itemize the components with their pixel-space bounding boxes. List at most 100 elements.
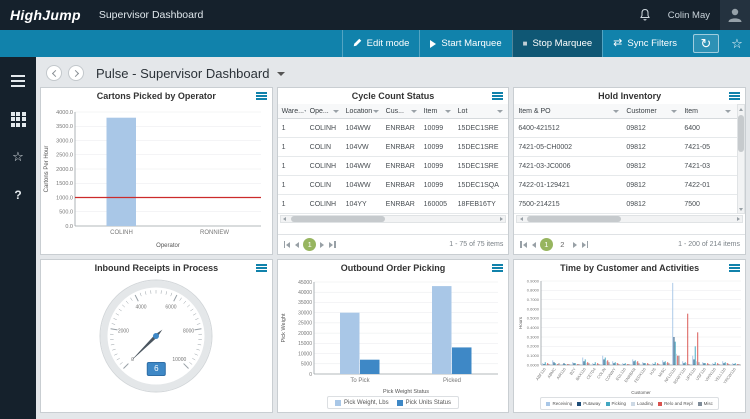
column-menu-icon[interactable] xyxy=(410,109,417,113)
svg-text:2500.0: 2500.0 xyxy=(57,153,74,159)
table-row[interactable]: 1 COLINH 104WW ENRBAR 10099 15DEC1SRE xyxy=(277,119,509,138)
favorite-button[interactable]: ☆ xyxy=(724,30,750,57)
column-menu-icon[interactable] xyxy=(372,109,379,113)
column-header-item-po[interactable]: Item & PO xyxy=(514,108,622,115)
help-button[interactable]: ? xyxy=(8,187,28,203)
table-cell: 6400 xyxy=(684,124,700,132)
back-button[interactable] xyxy=(46,65,62,81)
app-logo[interactable]: HighJump xyxy=(10,7,81,23)
scroll-right-button[interactable] xyxy=(734,215,742,223)
horizontal-scrollbar[interactable] xyxy=(279,215,507,223)
column-header-cus-[interactable]: Cus... xyxy=(382,108,420,115)
stop-marquee-button[interactable]: ■ Stop Marquee xyxy=(511,30,603,57)
table-cell: 10099 xyxy=(423,143,444,151)
panel-header: Outbound Order Picking xyxy=(278,260,509,276)
column-header-location[interactable]: Location xyxy=(342,108,382,115)
column-header-customer[interactable]: Customer xyxy=(622,108,680,115)
panel-menu-icon[interactable] xyxy=(729,264,740,272)
forward-button[interactable] xyxy=(68,65,84,81)
column-menu-icon[interactable] xyxy=(332,109,339,113)
title-dropdown-icon[interactable] xyxy=(277,72,286,76)
edit-mode-button[interactable]: Edit mode xyxy=(341,30,420,57)
user-name[interactable]: Colin May xyxy=(667,9,710,21)
scroll-down-button[interactable] xyxy=(737,205,745,213)
first-page-button[interactable] xyxy=(283,240,292,249)
menu-button[interactable] xyxy=(8,73,28,89)
column-menu-icon[interactable] xyxy=(303,109,306,113)
last-page-button[interactable] xyxy=(581,240,590,249)
panel-menu-icon[interactable] xyxy=(255,264,267,272)
last-page-button[interactable] xyxy=(328,240,337,249)
table-row[interactable]: 7500-214215 09812 7500 xyxy=(514,195,737,214)
table-row[interactable]: 7421-05-CH0002 09812 7421-05 xyxy=(514,138,737,157)
legend-item[interactable]: Receiving xyxy=(546,401,572,406)
table-row[interactable]: 1 COLIN 104VW ENRBAR 10099 15DEC1SRE xyxy=(277,138,509,157)
prev-page-button[interactable] xyxy=(531,241,537,249)
avatar[interactable] xyxy=(720,0,750,30)
legend-item[interactable]: Misc xyxy=(697,401,713,406)
grid-icon xyxy=(10,111,26,127)
start-marquee-button[interactable]: Start Marquee xyxy=(419,30,511,57)
table-row[interactable]: 1 COLIN 104WW ENRBAR 10099 15DEC1SQA xyxy=(277,176,509,195)
legend-item[interactable]: Putaway xyxy=(577,401,601,406)
page-number-1[interactable]: 1 xyxy=(303,238,317,251)
chevron-left-icon xyxy=(51,69,59,77)
column-header-item[interactable]: Item xyxy=(420,108,454,115)
scroll-right-button[interactable] xyxy=(497,215,505,223)
stop-icon: ■ xyxy=(522,38,528,48)
refresh-button[interactable]: ↻ xyxy=(693,34,719,53)
table-cell: 09812 xyxy=(626,181,646,189)
column-header-item[interactable]: Item xyxy=(680,108,734,115)
favorites-button[interactable]: ☆ xyxy=(8,149,28,165)
panel-menu-icon[interactable] xyxy=(492,92,504,100)
first-page-button[interactable] xyxy=(519,240,528,249)
scroll-thumb[interactable] xyxy=(738,115,744,152)
page-number-2[interactable]: 2 xyxy=(560,240,565,249)
scroll-up-button[interactable] xyxy=(737,105,745,113)
scroll-left-button[interactable] xyxy=(281,215,289,223)
table-cell: 09812 xyxy=(626,143,646,151)
scroll-left-button[interactable] xyxy=(517,215,525,223)
svg-text:0.0000: 0.0000 xyxy=(526,362,539,367)
next-page-button[interactable] xyxy=(572,241,578,249)
legend-item[interactable]: Relo and Repl xyxy=(658,401,693,406)
panel-menu-icon[interactable] xyxy=(492,264,504,272)
column-header-lot[interactable]: Lot xyxy=(454,108,506,115)
legend-item[interactable]: Pick Units Status xyxy=(396,399,451,406)
notifications-bell-icon[interactable] xyxy=(638,8,652,22)
svg-text:0.0: 0.0 xyxy=(66,224,74,230)
scroll-thumb[interactable] xyxy=(527,216,622,222)
panel-menu-icon[interactable] xyxy=(255,92,267,100)
page-number-1[interactable]: 1 xyxy=(539,238,553,251)
panel-title: Outbound Order Picking xyxy=(340,263,446,273)
table-row[interactable]: 1 COLINH 104YY ENRBAR 160005 18FEB16TY xyxy=(277,195,509,214)
vertical-scrollbar[interactable] xyxy=(737,104,745,214)
legend-item[interactable]: Loading xyxy=(631,401,653,406)
column-menu-icon[interactable] xyxy=(444,109,451,113)
panel-menu-icon[interactable] xyxy=(729,92,740,100)
dashboard-grid: Cartons Picked by Operator 0.0 500.0 1000.… xyxy=(36,85,750,417)
table-row[interactable]: 6400-421512 09812 6400 xyxy=(514,119,737,138)
horizontal-scrollbar[interactable] xyxy=(516,215,743,223)
column-menu-icon[interactable] xyxy=(671,109,678,113)
sync-filters-button[interactable]: ⇄ Sync Filters xyxy=(602,30,687,57)
column-menu-icon[interactable] xyxy=(613,109,620,113)
next-page-button[interactable] xyxy=(319,241,325,249)
panel-inbound-receipts: Inbound Receipts in Process 0 2000 4000 600… xyxy=(40,259,273,413)
table-row[interactable]: 1 COLINH 104WW ENRBAR 10099 15DEC1SRE xyxy=(277,157,509,176)
column-header-ware-[interactable]: Ware... xyxy=(278,108,306,115)
column-header-ope-[interactable]: Ope... xyxy=(306,108,342,115)
scroll-track[interactable] xyxy=(289,216,498,222)
table-row[interactable]: 7421-03-JC0006 09812 7421-03 xyxy=(514,157,737,176)
svg-text:2000: 2000 xyxy=(118,329,129,335)
scroll-thumb[interactable] xyxy=(290,216,385,222)
column-menu-icon[interactable] xyxy=(725,109,732,113)
column-menu-icon[interactable] xyxy=(496,109,503,113)
legend-item[interactable]: Pick Weight, Lbs xyxy=(335,399,389,406)
prev-page-button[interactable] xyxy=(294,241,300,249)
apps-grid-button[interactable] xyxy=(8,111,28,127)
legend-item[interactable]: Picking xyxy=(605,401,626,406)
table-row[interactable]: 7422-01-129421 09812 7422-01 xyxy=(514,176,737,195)
scroll-track[interactable] xyxy=(525,216,734,222)
scroll-track[interactable] xyxy=(738,113,744,205)
